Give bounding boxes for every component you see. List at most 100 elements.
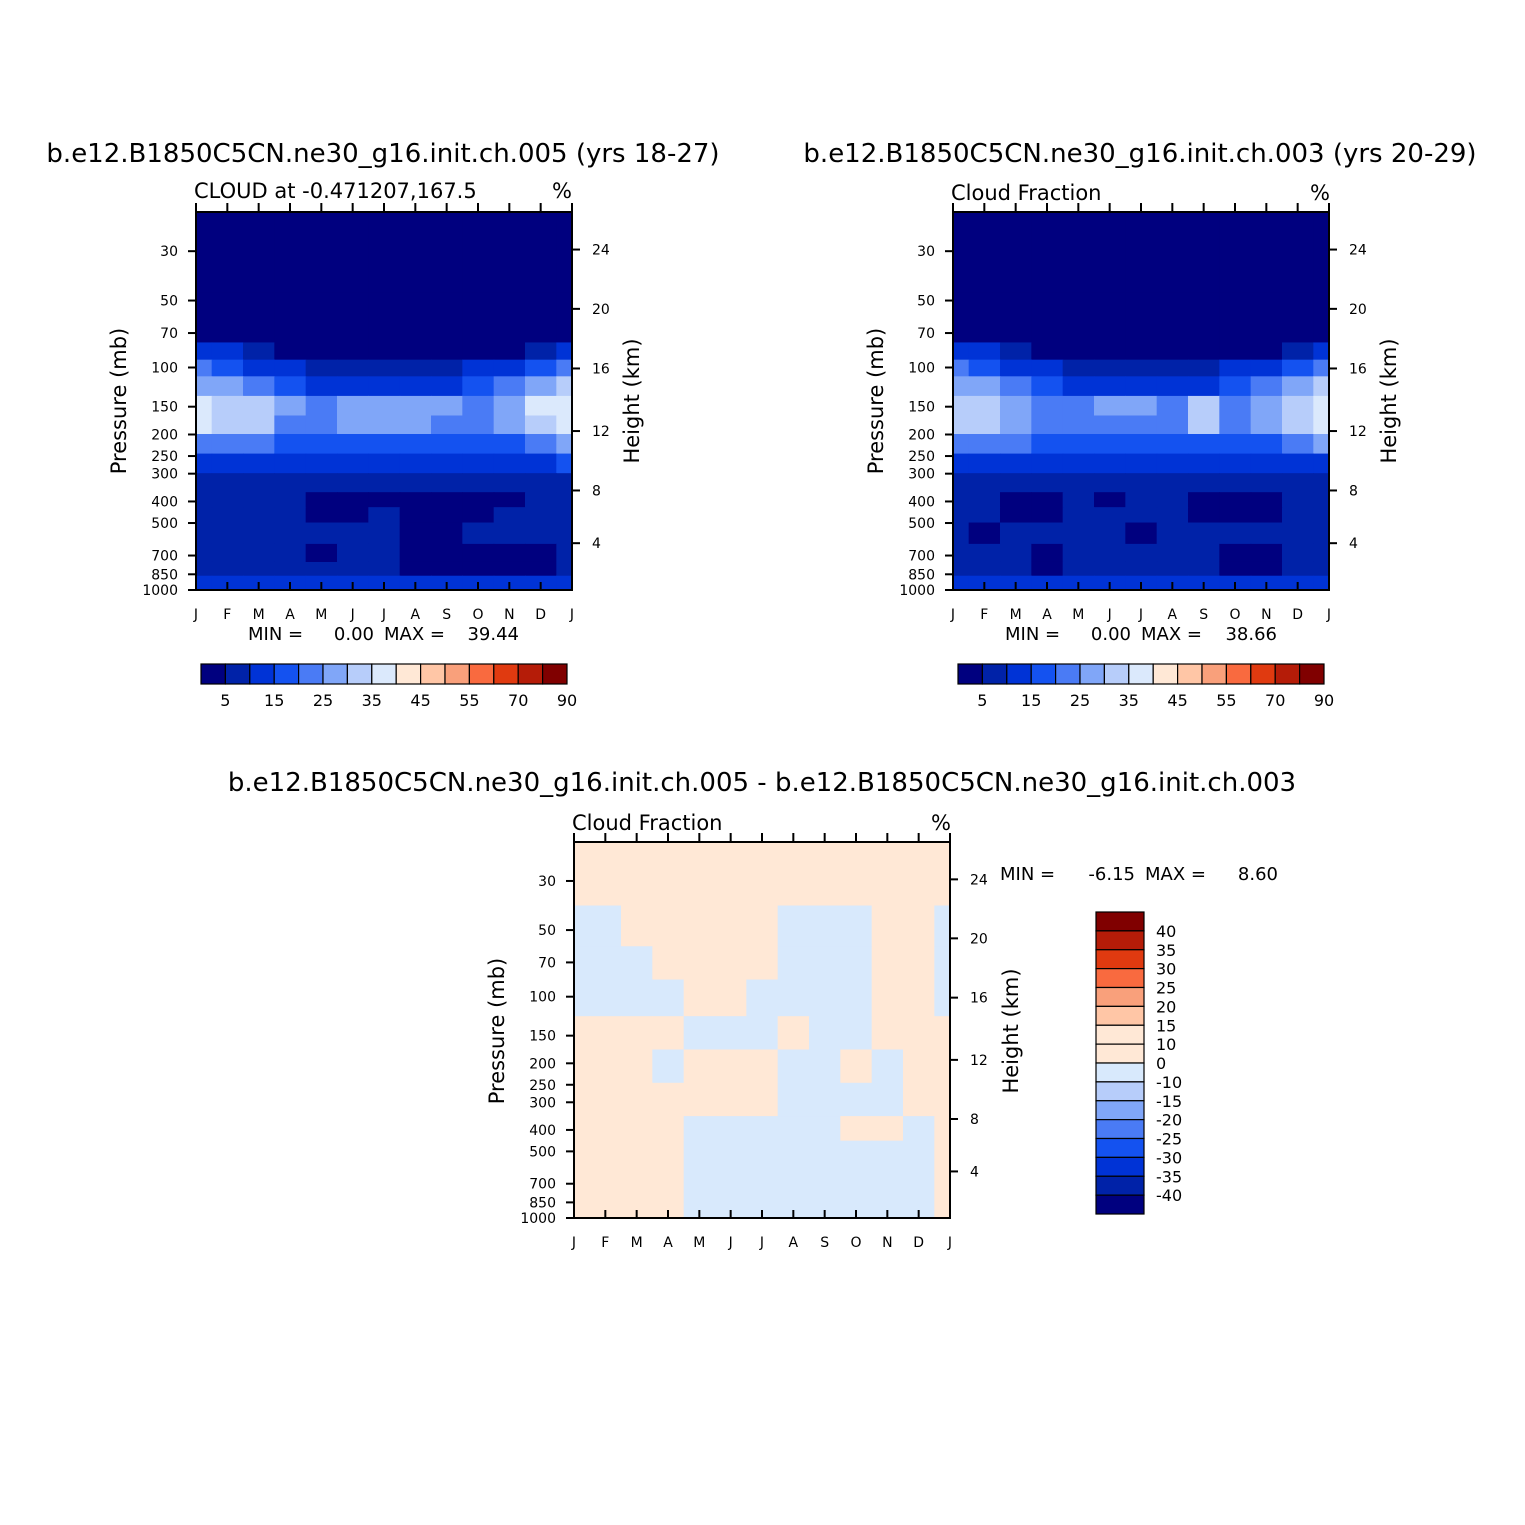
- contour-cell: [1031, 376, 1064, 397]
- contour-cell: [462, 434, 495, 455]
- colorbar-label: -25: [1156, 1130, 1182, 1149]
- contour-cell: [337, 359, 369, 377]
- contour-cell: [589, 905, 622, 947]
- contour-cell: [1094, 575, 1126, 587]
- contour-cell: [953, 292, 970, 344]
- contour-cell: [840, 1116, 873, 1142]
- contour-cell: [1125, 292, 1158, 344]
- contour-cell: [1031, 395, 1064, 417]
- contour-cell: [1156, 543, 1189, 563]
- contour-cell: [196, 507, 213, 524]
- contour-cell: [1156, 212, 1189, 293]
- colorbar-swatch: [273, 663, 300, 685]
- x-tick-label: S: [442, 607, 451, 623]
- contour-cell: [368, 473, 401, 493]
- contour-cell: [1282, 543, 1314, 563]
- colorbar-swatch: [1054, 663, 1081, 685]
- contour-cell: [337, 543, 369, 563]
- contour-cell: [1219, 522, 1252, 545]
- contour-cell: [525, 522, 557, 545]
- contour-cell: [871, 946, 904, 981]
- colorbar-label: 90: [557, 691, 577, 710]
- contour-cell: [746, 842, 779, 907]
- contour-cell: [953, 415, 970, 435]
- contour-cell: [1250, 453, 1283, 474]
- contour-cell: [1250, 342, 1283, 361]
- colorbar-swatch: [1095, 1081, 1145, 1102]
- contour-cell: [589, 1116, 622, 1142]
- contour-cell: [1156, 434, 1189, 455]
- contour-cell: [431, 434, 463, 455]
- colorbar-swatch: [1006, 663, 1032, 685]
- contour-cell: [1250, 434, 1283, 455]
- contour-cell: [1282, 292, 1314, 344]
- contour-cell: [715, 1116, 747, 1142]
- contour-cell: [903, 842, 935, 907]
- contour-cell: [196, 492, 213, 508]
- contour-cell: [809, 979, 841, 1017]
- y2-tick-label: 4: [1349, 536, 1358, 552]
- contour-cell: [1188, 434, 1220, 455]
- y2-tick-label: 4: [592, 536, 601, 552]
- contour-cell: [556, 522, 573, 545]
- contour-cell: [1000, 342, 1032, 361]
- x-tick-label: J: [1326, 607, 1331, 623]
- contour-cell: [840, 1082, 873, 1117]
- contour-cell: [274, 342, 307, 361]
- contour-cell: [525, 376, 557, 397]
- contour-field: [196, 212, 573, 591]
- contour-cell: [809, 1176, 841, 1211]
- contour-cell: [305, 292, 338, 344]
- contour-cell: [574, 1140, 591, 1178]
- contour-cell: [243, 342, 275, 361]
- contour-cell: [431, 359, 463, 377]
- x-tick-label: O: [472, 607, 483, 623]
- contour-cell: [368, 543, 401, 563]
- colorbar-label: -15: [1156, 1092, 1182, 1111]
- contour-cell: [574, 905, 591, 947]
- x-tick-label: N: [1261, 607, 1271, 623]
- contour-cell: [1125, 473, 1158, 493]
- contour-cell: [556, 342, 573, 361]
- contour-cell: [1000, 473, 1032, 493]
- contour-cell: [1125, 507, 1158, 524]
- contour-cell: [809, 905, 841, 947]
- colorbar-label: -35: [1156, 1167, 1182, 1186]
- max-label: MAX =: [384, 624, 445, 645]
- contour-cell: [274, 376, 307, 397]
- contour-cell: [431, 453, 463, 474]
- contour-cell: [493, 359, 526, 377]
- y-tick-label: 200: [151, 427, 178, 443]
- contour-cell: [337, 342, 369, 361]
- contour-cell: [462, 359, 495, 377]
- contour-cell: [1094, 561, 1126, 577]
- contour-cell: [368, 376, 401, 397]
- contour-cell: [574, 1082, 591, 1117]
- contour-cell: [1062, 376, 1095, 397]
- contour-cell: [211, 561, 244, 577]
- contour-cell: [243, 543, 275, 563]
- contour-cell: [1062, 543, 1095, 563]
- contour-cell: [1156, 415, 1189, 435]
- contour-cell: [968, 522, 1001, 545]
- contour-cell: [1031, 507, 1064, 524]
- contour-cell: [1094, 453, 1126, 474]
- contour-cell: [574, 842, 591, 907]
- contour-cell: [621, 1016, 653, 1051]
- y-tick-label: 250: [529, 1078, 556, 1094]
- contour-cell: [368, 292, 401, 344]
- contour-cell: [809, 1016, 841, 1051]
- contour-cell: [1219, 415, 1252, 435]
- contour-cell: [968, 453, 1001, 474]
- contour-cell: [871, 1116, 904, 1142]
- contour-cell: [1219, 376, 1252, 397]
- contour-cell: [211, 507, 244, 524]
- contour-cell: [211, 434, 244, 455]
- contour-cell: [589, 1082, 622, 1117]
- colorbar: 5 15 25 35 45 55 70 90: [200, 663, 577, 710]
- x-tick-label: F: [223, 607, 231, 623]
- colorbar-swatch: [1095, 1005, 1145, 1026]
- contour-cell: [968, 395, 1001, 417]
- panel-subtitle: Cloud Fraction: [951, 181, 1102, 205]
- contour-cell: [196, 395, 213, 417]
